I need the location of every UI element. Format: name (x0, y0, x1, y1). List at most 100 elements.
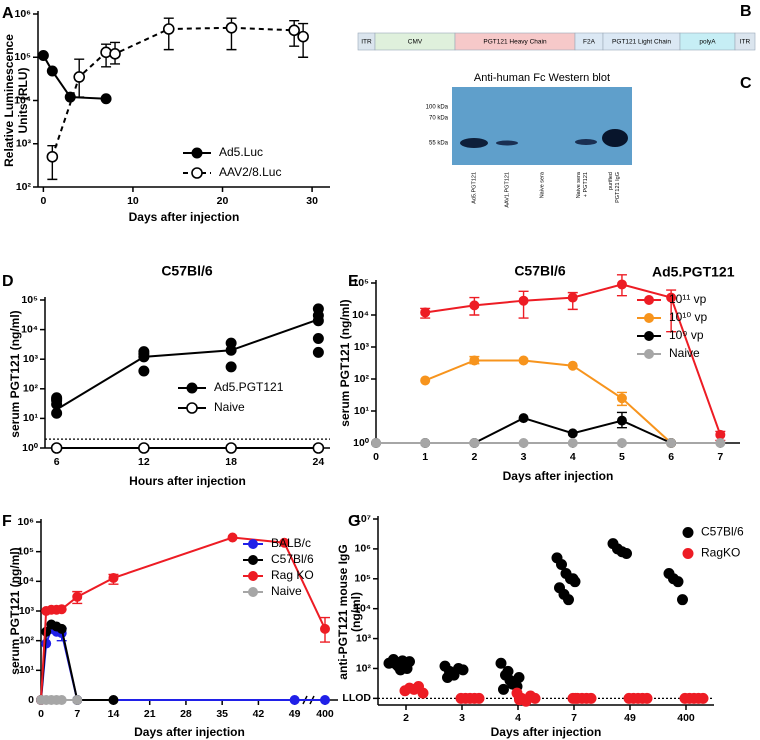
y-tick-label: 10³ (354, 341, 370, 353)
data-point (420, 438, 431, 448)
data-point (289, 695, 300, 705)
data-point (312, 346, 324, 358)
construct-segment (734, 32, 756, 51)
y-tick-label: 10³ (19, 605, 35, 617)
y-tick-label: 10⁶ (14, 8, 31, 20)
lane-label: Naive sera (539, 171, 545, 198)
x-tick-label: 400 (677, 712, 695, 724)
panel-label: F (2, 513, 12, 530)
y-tick-label: 10⁵ (352, 277, 369, 289)
data-point (320, 695, 330, 705)
data-point (46, 150, 59, 163)
x-tick-label: 49 (289, 708, 301, 720)
legend-marker (644, 331, 654, 341)
data-point (100, 93, 112, 105)
x-tick-label: 0 (40, 195, 46, 207)
legend-marker (644, 295, 654, 305)
y-tick-label: 10³ (16, 138, 32, 150)
data-point (417, 687, 429, 699)
legend-label: Ad5.Luc (219, 145, 263, 159)
data-point (73, 71, 86, 83)
size-marker: 55 kDa (429, 141, 449, 147)
y-axis-label: serum PGT121 (ng/ml) (8, 547, 22, 674)
data-point (420, 375, 431, 386)
data-point (138, 442, 150, 454)
data-point (37, 49, 49, 61)
construct-label: PGT121 Light Chain (612, 39, 671, 46)
data-point (312, 303, 324, 315)
x-tick-label: 1 (422, 451, 428, 463)
x-tick-label: 14 (108, 708, 120, 720)
legend-marker (248, 587, 258, 597)
x-tick-label: 5 (619, 451, 625, 463)
size-marker: 100 kDa (426, 105, 449, 111)
data-point (473, 692, 485, 704)
y-tick-label: LLOD (342, 692, 371, 704)
data-point (138, 346, 150, 358)
legend-label: C57Bl/6 (271, 552, 314, 566)
y-tick-label: 10⁴ (21, 323, 38, 335)
y-tick-label: 10⁴ (14, 94, 31, 106)
y-axis-label: serum PGT121 (ng/ml) (8, 310, 22, 437)
legend-marker (644, 349, 654, 359)
legend-label: AAV2/8.Luc (219, 165, 281, 179)
data-point (225, 337, 237, 349)
lane-label: AAV1.PGT121 (504, 172, 510, 208)
data-point (469, 355, 480, 366)
series-line (42, 54, 107, 100)
data-point (227, 532, 238, 543)
legend-marker (682, 527, 694, 538)
y-tick-label: 10⁵ (14, 51, 31, 63)
data-point (621, 548, 632, 560)
data-point (567, 428, 578, 439)
y-axis-label: Units (RLU) (16, 68, 30, 134)
data-point (288, 24, 300, 37)
y-tick-label: 10¹ (354, 405, 370, 417)
x-tick-label: 4 (570, 451, 576, 463)
data-point (225, 442, 237, 454)
lane-label: Naive sera (576, 171, 582, 198)
y-tick-label: 0 (28, 694, 34, 706)
blot-title: Anti-human Fc Western blot (474, 72, 610, 84)
blot-band (496, 140, 518, 146)
data-point (446, 667, 458, 679)
data-point (715, 429, 726, 440)
construct-label: ITR (740, 39, 751, 46)
data-point (495, 657, 507, 669)
x-tick-label: 21 (144, 708, 156, 720)
y-axis-label: (ng/ml) (349, 592, 363, 632)
y-tick-label: 10⁶ (354, 543, 371, 555)
data-point (469, 438, 480, 448)
data-point (279, 537, 290, 548)
panel-label: B (740, 3, 752, 20)
y-tick-label: 10⁰ (353, 437, 370, 449)
x-tick-label: 10 (127, 195, 139, 207)
data-point (312, 333, 324, 345)
legend-title: Ad5.PGT121 (652, 264, 735, 280)
y-tick-label: 10⁵ (17, 545, 34, 557)
y-tick-label: 10⁵ (21, 294, 38, 306)
data-point (697, 692, 709, 704)
legend-label: Naive (214, 400, 245, 414)
data-point (56, 695, 67, 705)
data-point (672, 576, 684, 588)
series-line (40, 627, 325, 701)
legend-label: C57Bl/6 (701, 525, 744, 539)
data-point (567, 292, 578, 303)
data-point (56, 604, 67, 615)
y-axis-label: serum PGT121 (ng/ml) (338, 299, 352, 426)
data-point (567, 360, 578, 371)
legend-marker (186, 382, 198, 394)
data-point (225, 361, 237, 373)
panel-label: G (348, 513, 360, 530)
lane-label: Ad5.PGT121 (471, 172, 477, 204)
legend-marker (186, 402, 198, 414)
y-tick-label: 10⁷ (355, 513, 371, 525)
data-point (666, 292, 677, 303)
data-point (457, 664, 469, 676)
data-point (556, 559, 567, 571)
legend-label: Naive (271, 584, 302, 598)
legend-label: 10¹⁰ vp (669, 310, 707, 324)
legend-marker (644, 313, 654, 323)
